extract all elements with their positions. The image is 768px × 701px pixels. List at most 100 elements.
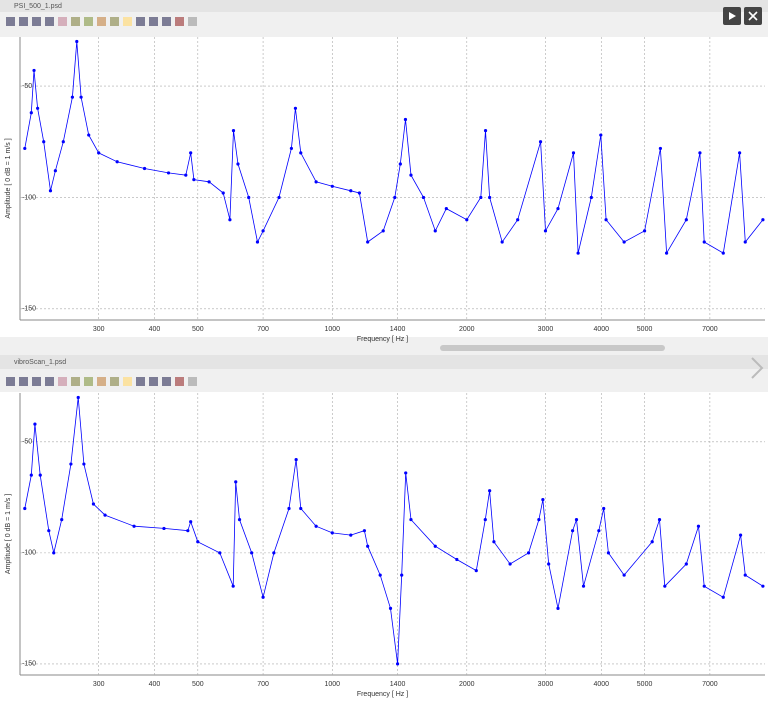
x-tick-label: 400 — [149, 681, 161, 688]
toolbar-icon[interactable] — [162, 377, 171, 386]
toolbar-icon[interactable] — [123, 377, 132, 386]
data-point — [29, 473, 33, 477]
data-point — [684, 218, 688, 222]
data-point — [538, 140, 543, 144]
toolbar-icon[interactable] — [123, 17, 132, 26]
data-point — [272, 551, 276, 555]
data-point — [132, 524, 136, 528]
data-point — [299, 506, 303, 511]
data-point — [42, 140, 46, 144]
data-point — [366, 544, 370, 548]
data-point — [69, 462, 73, 466]
play-icon — [729, 12, 736, 20]
data-point — [192, 178, 196, 182]
toolbar-icon[interactable] — [110, 17, 119, 26]
toolbar-icon[interactable] — [32, 17, 41, 26]
data-point — [299, 151, 303, 155]
data-point — [293, 106, 298, 110]
data-point — [184, 173, 188, 177]
data-point — [277, 195, 281, 200]
y-axis-label: Amplitude [ 0 dB = 1 m/s ] — [5, 138, 12, 218]
toolbar-icon[interactable] — [19, 17, 28, 26]
y-tick-label: -150 — [22, 306, 36, 313]
toolbar-icon[interactable] — [58, 377, 67, 386]
data-point — [684, 562, 688, 566]
data-point — [516, 218, 520, 222]
data-point — [196, 540, 200, 544]
data-point — [444, 206, 448, 211]
data-point — [761, 218, 765, 222]
scrollbar-thumb[interactable] — [440, 345, 665, 351]
toolbar-icon[interactable] — [188, 17, 197, 26]
toolbar-icon[interactable] — [6, 377, 15, 386]
data-point — [761, 584, 765, 588]
data-point — [166, 171, 171, 175]
data-point — [75, 39, 79, 44]
data-point — [589, 195, 593, 200]
data-point — [547, 562, 551, 566]
data-point — [541, 497, 545, 502]
toolbar-icon[interactable] — [136, 17, 145, 26]
toolbar-icon[interactable] — [84, 17, 93, 26]
data-point — [142, 166, 147, 171]
data-point — [378, 573, 382, 577]
data-point — [76, 395, 80, 400]
toolbar-icon[interactable] — [175, 17, 184, 26]
toolbar-icon[interactable] — [162, 17, 171, 26]
x-axis-label: Frequency [ Hz ] — [357, 336, 408, 343]
x-tick-label: 700 — [257, 681, 269, 688]
data-point — [261, 595, 265, 599]
data-point — [508, 562, 512, 566]
data-point — [91, 502, 96, 506]
data-point — [23, 506, 27, 511]
toolbar-icon[interactable] — [149, 377, 158, 386]
data-point — [115, 160, 119, 164]
data-point — [247, 195, 251, 200]
data-point — [38, 473, 42, 477]
x-tick-label: 400 — [149, 326, 161, 333]
toolbar-icon[interactable] — [84, 377, 93, 386]
toolbar-icon[interactable] — [58, 17, 67, 26]
data-point — [82, 462, 86, 466]
data-point — [53, 169, 57, 173]
data-point — [349, 533, 353, 537]
x-axis-label: Frequency [ Hz ] — [357, 691, 408, 698]
toolbar-icon[interactable] — [188, 377, 197, 386]
data-point — [576, 251, 580, 255]
x-tick-label: 300 — [93, 681, 105, 688]
toolbar-icon[interactable] — [97, 377, 106, 386]
data-point — [556, 206, 560, 211]
toolbar — [6, 17, 197, 26]
toolbar-icon[interactable] — [97, 17, 106, 26]
toolbar-icon[interactable] — [45, 17, 54, 26]
data-point — [409, 517, 413, 522]
x-tick-label: 4000 — [593, 326, 609, 333]
toolbar-icon[interactable] — [71, 17, 80, 26]
toolbar-icon[interactable] — [71, 377, 80, 386]
toolbar-icon[interactable] — [175, 377, 184, 386]
data-point — [162, 526, 166, 531]
toolbar-icon[interactable] — [6, 17, 15, 26]
next-arrow[interactable] — [751, 357, 764, 379]
data-point — [702, 240, 706, 244]
data-point — [79, 95, 83, 99]
data-point — [103, 513, 107, 517]
toolbar-icon[interactable] — [136, 377, 145, 386]
y-tick-label: -50 — [22, 439, 32, 446]
toolbar-icon[interactable] — [45, 377, 54, 386]
data-point — [87, 133, 91, 137]
data-point — [366, 240, 370, 244]
toolbar-icon[interactable] — [110, 377, 119, 386]
data-point — [381, 229, 385, 233]
data-point — [36, 106, 40, 110]
data-point — [29, 111, 33, 115]
toolbar-icon[interactable] — [149, 17, 158, 26]
data-point — [70, 95, 74, 99]
toolbar-icon[interactable] — [32, 377, 41, 386]
data-point — [433, 229, 437, 233]
y-tick-label: -100 — [22, 550, 36, 557]
data-point — [294, 458, 298, 462]
toolbar-icon[interactable] — [19, 377, 28, 386]
data-point — [570, 529, 575, 533]
